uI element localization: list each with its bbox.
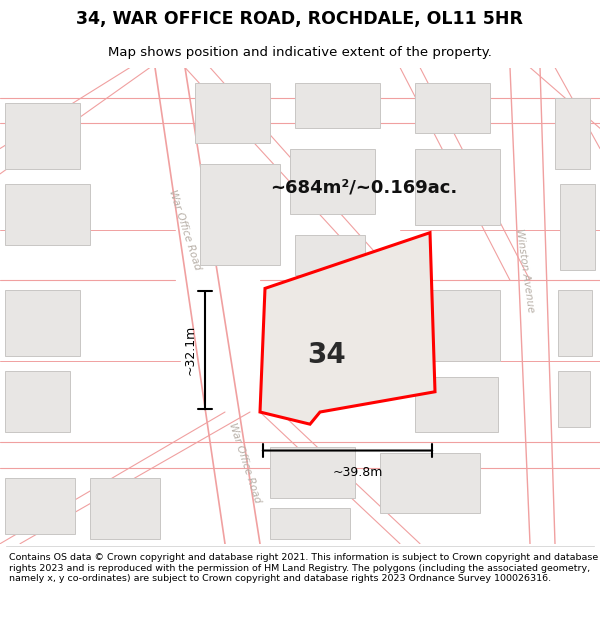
Polygon shape xyxy=(415,149,500,224)
Polygon shape xyxy=(415,291,500,361)
Polygon shape xyxy=(5,371,70,432)
Text: War Office Road: War Office Road xyxy=(167,188,203,271)
Polygon shape xyxy=(5,184,90,245)
Polygon shape xyxy=(5,103,80,169)
Polygon shape xyxy=(295,82,380,128)
Polygon shape xyxy=(415,376,498,432)
Polygon shape xyxy=(195,82,270,144)
Text: Contains OS data © Crown copyright and database right 2021. This information is : Contains OS data © Crown copyright and d… xyxy=(9,554,598,583)
Text: Winston Avenue: Winston Avenue xyxy=(514,228,536,313)
Polygon shape xyxy=(295,235,365,275)
Text: ~39.8m: ~39.8m xyxy=(332,466,383,479)
Polygon shape xyxy=(260,232,435,424)
Polygon shape xyxy=(90,478,160,539)
Polygon shape xyxy=(290,149,375,214)
Polygon shape xyxy=(380,452,480,513)
Polygon shape xyxy=(555,98,590,169)
Polygon shape xyxy=(200,164,280,265)
Text: 34: 34 xyxy=(307,341,346,369)
Polygon shape xyxy=(5,291,80,356)
Text: ~32.1m: ~32.1m xyxy=(184,325,197,376)
Text: ~684m²/~0.169ac.: ~684m²/~0.169ac. xyxy=(270,178,457,196)
Polygon shape xyxy=(560,184,595,270)
Polygon shape xyxy=(5,478,75,534)
Text: War Office Road: War Office Road xyxy=(227,421,263,504)
Polygon shape xyxy=(558,371,590,428)
Polygon shape xyxy=(270,508,350,539)
Text: Map shows position and indicative extent of the property.: Map shows position and indicative extent… xyxy=(108,46,492,59)
Polygon shape xyxy=(415,82,490,133)
Polygon shape xyxy=(270,448,355,498)
Text: 34, WAR OFFICE ROAD, ROCHDALE, OL11 5HR: 34, WAR OFFICE ROAD, ROCHDALE, OL11 5HR xyxy=(77,10,523,28)
Polygon shape xyxy=(558,291,592,356)
